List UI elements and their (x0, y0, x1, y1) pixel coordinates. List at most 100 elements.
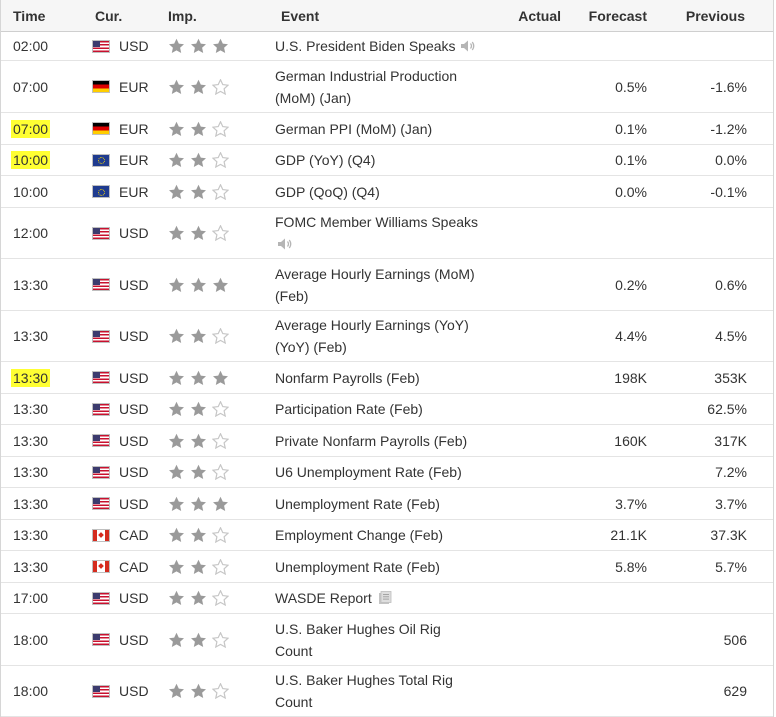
event-name[interactable]: Average Hourly Earnings (YoY) (YoY) (Feb) (265, 314, 503, 358)
table-row[interactable]: 13:30 CAD Employment Change (Feb) 21.1K 37.3… (1, 520, 773, 551)
event-time-text: 13:30 (11, 368, 51, 387)
star-empty-icon (212, 464, 229, 480)
currency-code: CAD (119, 558, 149, 575)
importance-stars (160, 590, 265, 606)
table-row[interactable]: 13:30 USD Participation Rate (Feb) 62.5% (1, 394, 773, 425)
flag-eu-icon (93, 154, 109, 166)
star-filled-icon (169, 559, 184, 574)
event-name[interactable]: U.S. Baker Hughes Total Rig Count (265, 669, 503, 713)
event-currency: USD (81, 464, 160, 480)
importance-stars (160, 120, 265, 137)
event-time: 18:00 (1, 683, 81, 699)
currency-code: CAD (119, 527, 149, 543)
header-actual[interactable]: Actual (518, 7, 561, 24)
star-empty-icon (212, 558, 229, 575)
star-filled-icon (169, 464, 184, 479)
table-row[interactable]: 13:30 USD Nonfarm Payrolls (Feb) 198K 353K (1, 362, 773, 394)
event-previous: -0.1% (710, 183, 747, 200)
header-forecast[interactable]: Forecast (588, 7, 647, 24)
star-filled-icon (169, 277, 184, 292)
event-name[interactable]: U.S. President Biden Speaks (265, 35, 503, 57)
star-filled-icon (213, 38, 228, 53)
table-row[interactable]: 13:30 CAD Unemployment Rate (Feb) 5.8% 5.7% (1, 551, 773, 583)
star-filled-icon (213, 370, 228, 385)
event-name[interactable]: Participation Rate (Feb) (265, 398, 503, 420)
event-name[interactable]: GDP (QoQ) (Q4) (265, 181, 503, 203)
event-name[interactable]: Nonfarm Payrolls (Feb) (265, 367, 503, 389)
flag-us-icon (93, 592, 109, 604)
importance-stars (160, 328, 265, 344)
star-filled-icon (169, 527, 184, 542)
star-filled-icon (169, 496, 184, 511)
event-previous: 0.6% (715, 276, 747, 293)
table-row[interactable]: 07:00 EUR German Industrial Production (MoM… (1, 61, 773, 113)
star-filled-icon (191, 433, 206, 448)
star-empty-icon (212, 152, 229, 168)
event-name-line: GDP (QoQ) (Q4) (275, 183, 380, 200)
star-empty-icon (212, 183, 229, 200)
table-row[interactable]: 10:00 EUR GDP (QoQ) (Q4) 0.0% -0.1% (1, 176, 773, 208)
table-row[interactable]: 13:30 USD Unemployment Rate (Feb) 3.7% 3.7% (1, 488, 773, 520)
event-currency: USD (81, 632, 160, 648)
table-row[interactable]: 13:30 USD Average Hourly Earnings (MoM) (Fe… (1, 259, 773, 311)
currency-code: USD (119, 683, 149, 699)
event-name[interactable]: German PPI (MoM) (Jan) (265, 118, 503, 140)
star-filled-icon (191, 152, 206, 167)
event-time: 07:00 (1, 119, 81, 138)
flag-ca-icon (93, 561, 109, 572)
event-name[interactable]: Unemployment Rate (Feb) (265, 556, 503, 578)
event-forecast: 0.1% (615, 120, 647, 137)
flag-us-icon (93, 330, 109, 342)
event-name[interactable]: German Industrial Production (MoM) (Jan) (265, 65, 503, 109)
table-row[interactable]: 18:00 USD U.S. Baker Hughes Oil Rig Count 50… (1, 614, 773, 666)
event-name[interactable]: U.S. Baker Hughes Oil Rig Count (265, 618, 503, 662)
event-currency: CAD (81, 559, 160, 575)
event-time: 13:30 (1, 277, 81, 293)
event-name[interactable]: Private Nonfarm Payrolls (Feb) (265, 430, 503, 452)
event-name-line: Unemployment Rate (Feb) (275, 558, 440, 575)
star-filled-icon (191, 328, 206, 343)
table-row[interactable]: 13:30 USD Private Nonfarm Payrolls (Feb) 16… (1, 425, 773, 457)
flag-us-icon (93, 685, 109, 697)
table-row[interactable]: 12:00 USD FOMC Member Williams Speaks (1, 208, 773, 259)
currency-code: EUR (119, 78, 149, 95)
event-time: 02:00 (1, 38, 81, 54)
star-filled-icon (169, 590, 184, 605)
currency-code: USD (119, 401, 149, 417)
table-row[interactable]: 18:00 USD U.S. Baker Hughes Total Rig Count… (1, 666, 773, 717)
event-forecast: 0.2% (615, 276, 647, 293)
header-currency[interactable]: Cur. (95, 7, 123, 24)
flag-de-icon (93, 81, 109, 92)
star-filled-icon (169, 401, 184, 416)
event-name[interactable]: Employment Change (Feb) (265, 524, 503, 546)
table-row[interactable]: 17:00 USD WASDE Report (1, 583, 773, 614)
event-forecast: 0.5% (615, 78, 647, 95)
event-name[interactable]: U6 Unemployment Rate (Feb) (265, 461, 503, 483)
header-previous[interactable]: Previous (685, 7, 745, 24)
event-time: 13:30 (1, 527, 81, 543)
event-time-text: 13:30 (13, 464, 49, 480)
event-time-text: 13:30 (13, 527, 49, 543)
speaker-icon (460, 40, 474, 52)
table-row[interactable]: 02:00 USD U.S. President Biden Speaks (1, 32, 773, 61)
currency-code: USD (119, 276, 149, 293)
event-name[interactable]: Unemployment Rate (Feb) (265, 493, 503, 515)
event-previous: 4.5% (715, 328, 747, 344)
currency-code: EUR (119, 183, 149, 200)
table-row[interactable]: 13:30 USD Average Hourly Earnings (YoY) (Yo… (1, 311, 773, 362)
event-name[interactable]: FOMC Member Williams Speaks (265, 211, 503, 255)
header-time[interactable]: Time (13, 7, 46, 24)
importance-stars (160, 183, 265, 200)
event-time-text: 02:00 (13, 38, 49, 54)
header-importance[interactable]: Imp. (168, 7, 197, 24)
currency-code: USD (119, 464, 149, 480)
header-event[interactable]: Event (281, 7, 320, 24)
table-row[interactable]: 13:30 USD U6 Unemployment Rate (Feb) 7.2% (1, 457, 773, 488)
event-name[interactable]: GDP (YoY) (Q4) (265, 149, 503, 171)
event-name[interactable]: Average Hourly Earnings (MoM) (Feb) (265, 263, 503, 307)
table-row[interactable]: 07:00 EUR German PPI (MoM) (Jan) 0.1% -1.2% (1, 113, 773, 145)
event-time: 13:30 (1, 496, 81, 512)
event-previous: 62.5% (707, 401, 747, 417)
table-row[interactable]: 10:00 EUR GDP (YoY) (Q4) 0.1% 0.0% (1, 145, 773, 176)
event-name[interactable]: WASDE Report (265, 587, 503, 609)
